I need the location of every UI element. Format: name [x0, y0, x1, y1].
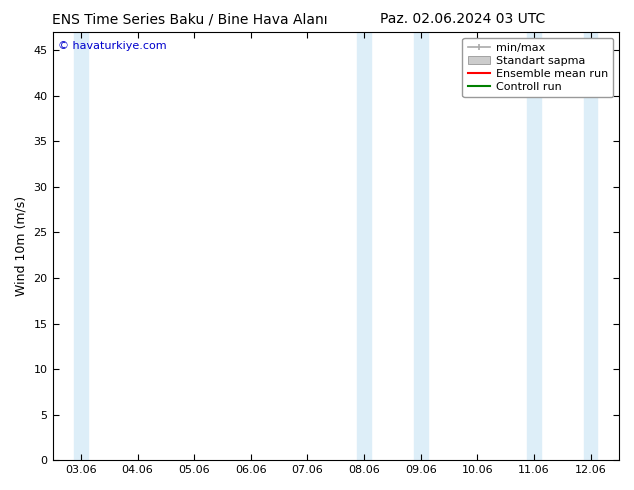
Text: © havaturkiye.com: © havaturkiye.com	[58, 41, 167, 50]
Y-axis label: Wind 10m (m/s): Wind 10m (m/s)	[15, 196, 28, 296]
Legend: min/max, Standart sapma, Ensemble mean run, Controll run: min/max, Standart sapma, Ensemble mean r…	[462, 38, 614, 97]
Bar	[584, 32, 597, 460]
Bar	[414, 32, 427, 460]
Bar	[74, 32, 87, 460]
Bar	[358, 32, 371, 460]
Text: ENS Time Series Baku / Bine Hava Alanı: ENS Time Series Baku / Bine Hava Alanı	[53, 12, 328, 26]
Bar	[527, 32, 541, 460]
Text: Paz. 02.06.2024 03 UTC: Paz. 02.06.2024 03 UTC	[380, 12, 545, 26]
